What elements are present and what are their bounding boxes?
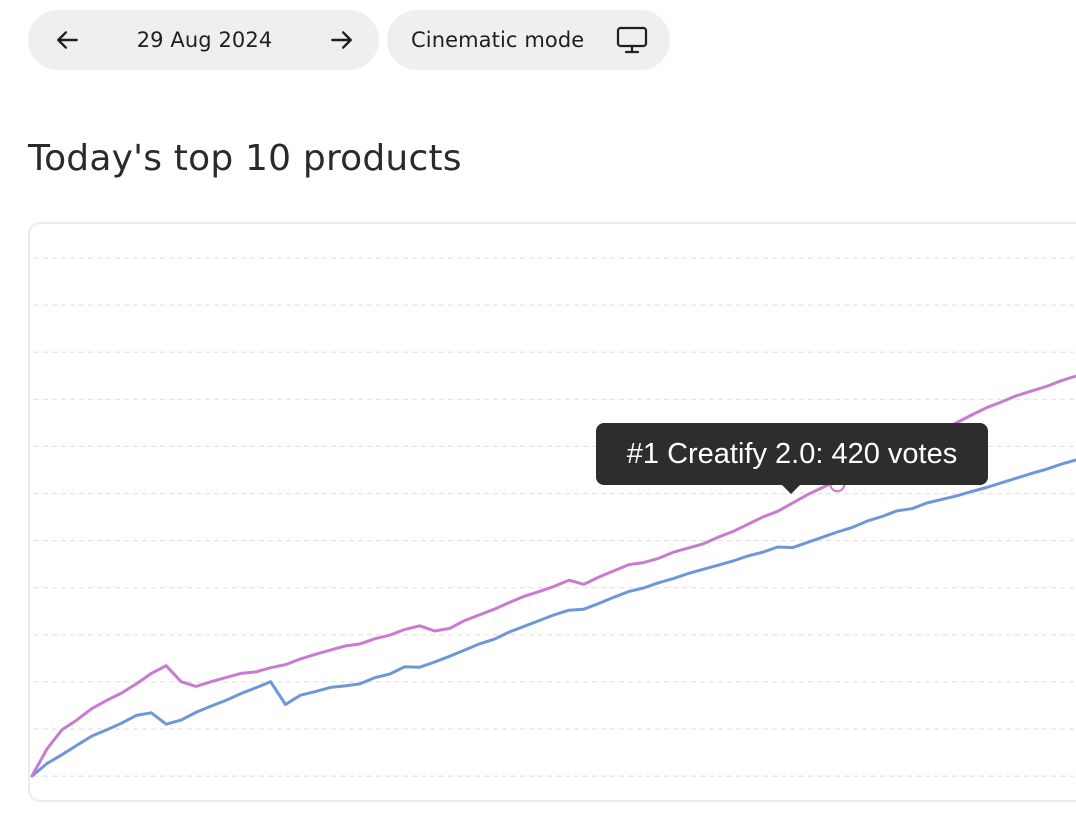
next-day-button[interactable] <box>325 24 357 56</box>
votes-chart-svg <box>30 257 1076 778</box>
prev-day-button[interactable] <box>52 24 84 56</box>
series-line-2 <box>30 458 1076 778</box>
monitor-icon <box>616 26 648 54</box>
cinematic-mode-label: Cinematic mode <box>411 28 585 52</box>
tooltip-text: #1 Creatify 2.0: 420 votes <box>626 437 958 470</box>
chart-grid <box>34 257 1076 777</box>
page-title: Today's top 10 products <box>28 138 462 179</box>
arrow-right-icon <box>331 31 352 49</box>
current-date: 29 Aug 2024 <box>136 28 273 52</box>
date-navigator: 29 Aug 2024 <box>28 10 379 70</box>
chart-tooltip: #1 Creatify 2.0: 420 votes <box>596 423 988 494</box>
votes-chart <box>28 222 1076 802</box>
cinematic-mode-button[interactable]: Cinematic mode <box>387 10 670 70</box>
arrow-left-icon <box>57 31 78 49</box>
